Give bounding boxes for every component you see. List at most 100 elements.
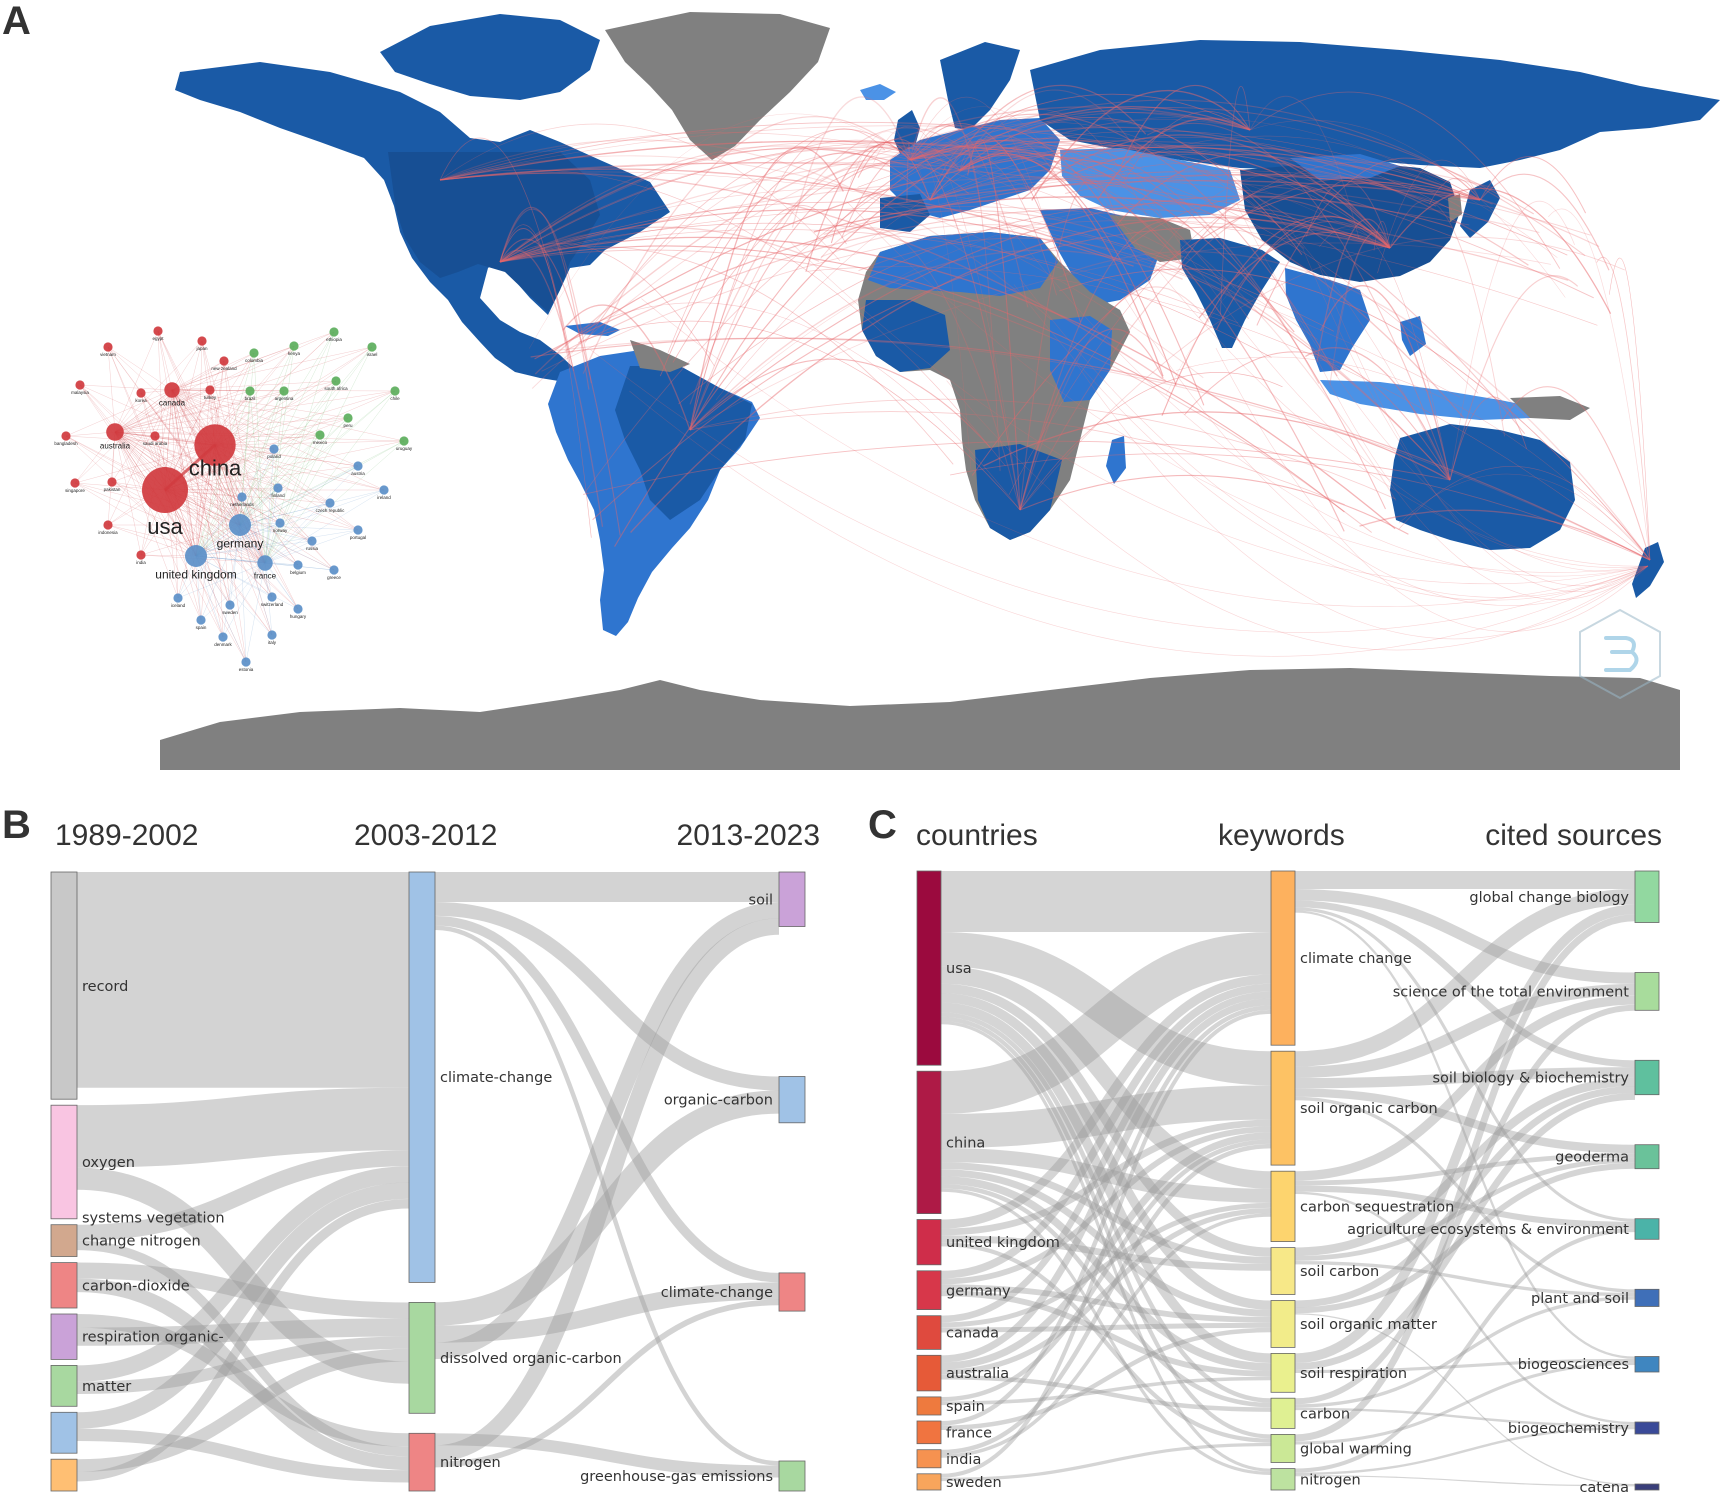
sankey-node-australia (916, 1354, 942, 1392)
network-node-south-africa (331, 376, 341, 386)
collab-line-157 (1596, 256, 1651, 561)
network-edge-284 (171, 389, 299, 566)
network-label-czech-republic: czech republic (316, 508, 346, 513)
sankey-label-matter: matter (82, 1379, 131, 1395)
network-edge-278 (171, 389, 385, 491)
collab-line-198 (830, 141, 931, 244)
sankey-link-8 (940, 1021, 1272, 1472)
network-edge-75 (214, 390, 396, 446)
collab-line-186 (1219, 85, 1251, 315)
collab-line-208 (790, 241, 1649, 585)
network-edge-319 (264, 380, 337, 564)
network-edge-324 (264, 448, 275, 564)
network-edge-83 (214, 444, 331, 504)
collab-line-23 (499, 140, 1494, 263)
network-edge-131 (239, 489, 385, 526)
collab-line-95 (858, 237, 1451, 481)
land-philippines (1400, 316, 1426, 356)
sankey-link-7 (940, 1016, 1272, 1439)
sankey-node-oxygen (50, 1104, 78, 1220)
network-label-chile: chile (390, 396, 400, 401)
network-node-denmark (218, 632, 228, 642)
collab-line-130 (1429, 177, 1481, 205)
sankey-link-17 (434, 915, 780, 1283)
network-node-poland (269, 444, 279, 454)
sankey-link-62 (1294, 1358, 1636, 1374)
network-node-vietnam (103, 342, 113, 352)
sankey-label-china: china (946, 1135, 985, 1151)
land-australia (1390, 424, 1575, 550)
network-node-bangladesh (61, 431, 71, 441)
network-edge-211 (74, 431, 116, 484)
collab-line-166 (820, 227, 1021, 511)
collab-line-202 (929, 84, 1147, 201)
network-edge-160 (65, 435, 197, 557)
network-edge-163 (111, 481, 197, 557)
network-edge-184 (195, 529, 359, 557)
collab-line-84 (672, 159, 961, 363)
collab-line-193 (659, 152, 931, 377)
collab-line-109 (439, 140, 1135, 181)
network-edge-28 (164, 434, 321, 491)
sankey-link-2 (940, 966, 1272, 1189)
sankey-node-climate-change (1270, 870, 1296, 1046)
sankey-link-26 (940, 1202, 1272, 1328)
network-edge-121 (239, 390, 251, 526)
sankey-node-b8 (50, 1458, 78, 1492)
network-edge-290 (171, 389, 202, 621)
network-edge-168 (195, 331, 335, 557)
network-edge-89 (214, 444, 335, 571)
collab-line-65 (909, 153, 1479, 394)
collab-line-177 (1120, 84, 1251, 166)
collab-line-167 (578, 320, 1021, 511)
network-edge-27 (164, 417, 349, 491)
network-edges (65, 330, 405, 663)
sankey-node-matter (50, 1365, 78, 1407)
panel-label-b: B (2, 803, 31, 847)
network-edge-80 (214, 444, 359, 467)
panel-label-a: A (2, 0, 31, 43)
collab-line-168 (1019, 286, 1210, 511)
column-header-1989-2002: 1989-2002 (55, 819, 198, 852)
collab-line-51 (678, 203, 1391, 405)
collab-line-197 (929, 171, 1591, 236)
collab-line-217 (1013, 284, 1649, 601)
sankey-link-19 (434, 1090, 780, 1326)
collab-line-127 (1095, 135, 1481, 201)
collaboration-lines (439, 84, 1651, 657)
sankey-link-17 (940, 974, 1272, 1229)
network-node-chile (390, 386, 400, 396)
network-edge-253 (171, 340, 203, 391)
network-label-south-africa: south africa (324, 386, 348, 391)
sankey-link-12 (76, 1348, 410, 1472)
network-edge-154 (157, 330, 197, 557)
collab-line-77 (805, 144, 911, 272)
sankey-node-usa (916, 870, 942, 1066)
collab-line-98 (1319, 226, 1451, 481)
network-edge-318 (264, 390, 285, 564)
network-edge-242 (114, 431, 224, 638)
collab-line-13 (499, 224, 592, 538)
collab-line-146 (689, 127, 969, 431)
network-edge-6 (107, 346, 166, 491)
network-label-netherlands: netherlands (230, 502, 254, 507)
network-edge-7 (157, 330, 166, 491)
network-edge-214 (114, 431, 142, 556)
sankey-node-nitrogen (1270, 1468, 1296, 1491)
network-edge-222 (114, 390, 396, 433)
collab-line-50 (541, 219, 1391, 372)
land-central-asia (1060, 148, 1240, 218)
collab-line-70 (909, 106, 1068, 183)
network-label-kenya: kenya (288, 351, 301, 356)
network-edge-97 (214, 444, 247, 663)
network-edge-104 (107, 346, 241, 526)
sankey-link-11 (76, 1428, 410, 1483)
sankey-link-23 (434, 918, 780, 1462)
collab-line-94 (820, 224, 1451, 481)
network-edge-95 (214, 444, 224, 638)
land-india (1180, 238, 1280, 348)
collab-line-192 (929, 144, 1493, 205)
sankey-node-global-warming (1270, 1434, 1296, 1463)
network-edge-325 (264, 465, 359, 564)
collab-line-204 (1281, 282, 1649, 600)
